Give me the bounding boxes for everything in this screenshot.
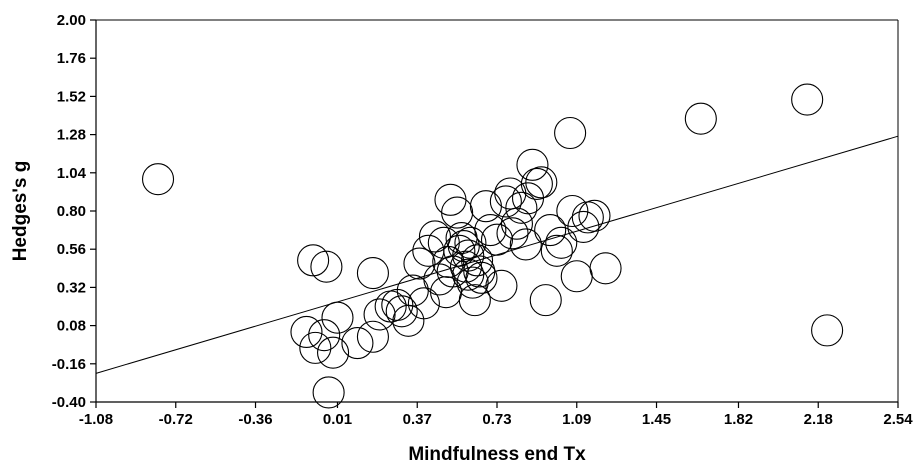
x-tick-label: 2.18 xyxy=(804,411,833,428)
data-point xyxy=(474,214,507,247)
data-point xyxy=(452,239,485,272)
x-tick-label: 0.01 xyxy=(323,411,352,428)
data-point xyxy=(356,257,389,290)
data-point xyxy=(791,83,824,116)
y-tick-label: 1.04 xyxy=(57,165,87,182)
y-tick-label: 2.00 xyxy=(57,12,86,29)
x-tick-label: 0.37 xyxy=(403,411,432,428)
data-point xyxy=(520,167,553,200)
data-point xyxy=(297,244,330,277)
data-point xyxy=(456,266,489,299)
data-point xyxy=(290,315,323,349)
data-point xyxy=(509,228,542,261)
data-point xyxy=(511,182,545,215)
x-axis-ticks: -1.08 -0.72 -0.36 0.01 0.37 0.73 1.09 1.45 1.82 2… xyxy=(79,402,913,428)
data-point xyxy=(458,284,491,317)
x-tick-label: -0.36 xyxy=(238,411,272,428)
data-point xyxy=(312,376,345,409)
data-point xyxy=(441,196,474,229)
data-point xyxy=(567,210,600,243)
data-point xyxy=(310,250,343,283)
y-axis-title: Hedges's g xyxy=(10,161,31,262)
data-point xyxy=(545,226,578,259)
data-point xyxy=(489,185,522,218)
data-point xyxy=(500,207,533,240)
x-axis-title: Mindfulness end Tx xyxy=(408,444,586,465)
data-point xyxy=(363,298,396,331)
data-point xyxy=(480,223,514,256)
y-tick-label: -0.40 xyxy=(52,394,86,411)
y-tick-label: -0.16 xyxy=(52,356,86,373)
data-point xyxy=(434,183,467,216)
data-point xyxy=(465,261,498,294)
x-tick-label: 1.45 xyxy=(642,411,671,428)
data-point xyxy=(534,214,567,247)
data-point xyxy=(505,191,538,224)
data-point xyxy=(485,269,518,302)
data-point xyxy=(560,260,593,293)
data-point xyxy=(308,319,341,352)
x-tick-label: 0.73 xyxy=(482,411,511,428)
data-point xyxy=(529,284,562,317)
plot-frame xyxy=(95,19,899,403)
data-point xyxy=(385,295,418,328)
data-point xyxy=(299,331,332,364)
y-tick-label: 0.56 xyxy=(57,241,86,258)
data-point xyxy=(407,287,440,320)
data-point xyxy=(469,190,502,223)
data-point xyxy=(447,229,480,263)
data-point xyxy=(443,234,476,267)
y-axis-ticks: 2.00 1.76 1.52 1.28 1.04 0.80 0.56 0.32 0.08 -0.1… xyxy=(52,12,96,411)
y-tick-label: 1.76 xyxy=(57,50,86,67)
x-tick-label: 2.54 xyxy=(883,411,913,428)
scatter-points xyxy=(141,83,844,409)
data-point xyxy=(811,314,844,347)
data-point xyxy=(141,163,175,196)
y-tick-label: 0.80 xyxy=(57,203,86,220)
x-tick-label: -0.72 xyxy=(159,411,193,428)
data-point xyxy=(554,116,587,150)
data-point xyxy=(461,244,494,277)
x-tick-label: -1.08 xyxy=(79,411,113,428)
x-tick-label: 1.82 xyxy=(724,411,753,428)
y-tick-label: 1.28 xyxy=(57,127,86,144)
data-point xyxy=(516,148,549,181)
y-tick-label: 1.52 xyxy=(57,88,86,105)
data-point xyxy=(418,220,452,253)
data-point xyxy=(496,217,529,250)
data-point xyxy=(321,301,354,334)
data-point xyxy=(525,166,558,199)
data-point xyxy=(684,102,717,135)
data-point xyxy=(403,247,436,280)
y-tick-label: 0.32 xyxy=(57,279,86,296)
data-point xyxy=(356,320,389,353)
data-point xyxy=(578,199,611,232)
data-point xyxy=(540,234,573,267)
y-tick-label: 0.08 xyxy=(57,318,86,335)
data-point xyxy=(589,252,622,285)
data-point xyxy=(341,327,374,360)
data-point xyxy=(317,336,350,369)
x-tick-label: 1.09 xyxy=(562,411,591,428)
data-point xyxy=(556,194,589,228)
